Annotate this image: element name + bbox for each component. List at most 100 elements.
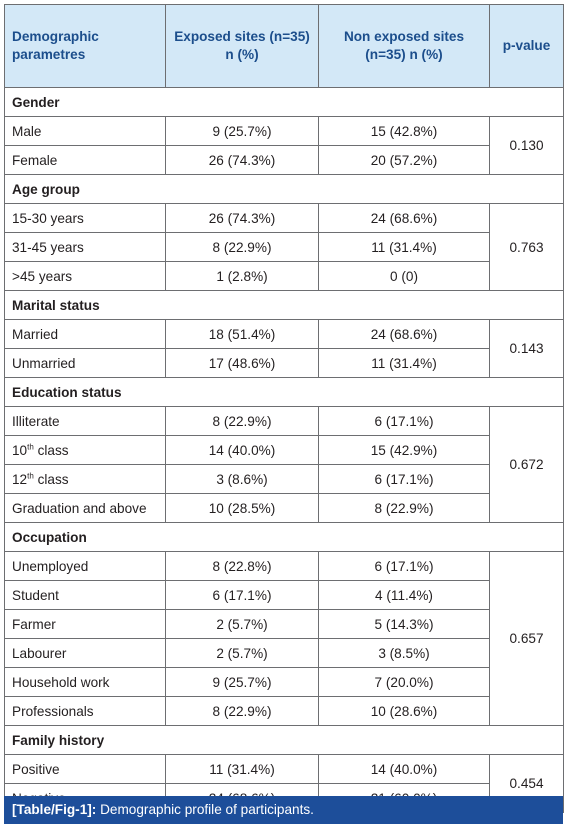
row-label: Professionals <box>4 696 166 726</box>
exposed-cell: 17 (48.6%) <box>165 348 319 378</box>
row-label: Illiterate <box>4 406 166 436</box>
non-exposed-cell: 6 (17.1%) <box>318 551 490 581</box>
exposed-cell: 8 (22.9%) <box>165 406 319 436</box>
exposed-cell: 2 (5.7%) <box>165 638 319 668</box>
table-body: Gender Male 9 (25.7%) 15 (42.8%) 0.130 Female… <box>4 87 564 813</box>
table-row: Married 18 (51.4%) 24 (68.6%) 0.143 <box>4 319 564 378</box>
row-label-text: Female <box>12 152 58 168</box>
header-demographic-parametres: Demographic parametres <box>4 4 166 88</box>
table-row: Professionals 8 (22.9%) 10 (28.6%) <box>4 696 564 726</box>
non-exposed-cell: 10 (28.6%) <box>318 696 490 726</box>
exposed-cell: 9 (25.7%) <box>165 667 319 697</box>
non-exposed-cell: 6 (17.1%) <box>318 406 490 436</box>
row-label-text: Male <box>12 123 42 139</box>
exposed-cell: 3 (8.6%) <box>165 464 319 494</box>
row-label: Farmer <box>4 609 166 639</box>
p-value-cell: 0.657 <box>489 551 564 726</box>
row-label-suffix: class <box>33 442 69 458</box>
row-label-text: 31-45 years <box>12 239 84 255</box>
non-exposed-cell: 11 (31.4%) <box>318 232 490 262</box>
non-exposed-cell: 0 (0) <box>318 261 490 291</box>
p-value-cell: 0.763 <box>489 203 564 291</box>
row-label-text: Unmarried <box>12 355 76 371</box>
row-label-text: >45 years <box>12 268 73 284</box>
table-row: Male 9 (25.7%) 15 (42.8%) 0.130 <box>4 116 564 175</box>
row-label-text: Household work <box>12 674 110 690</box>
non-exposed-cell: 7 (20.0%) <box>318 667 490 697</box>
caption-text: Demographic profile of participants. <box>96 802 314 817</box>
non-exposed-cell: 14 (40.0%) <box>318 754 490 784</box>
exposed-cell: 8 (22.9%) <box>165 696 319 726</box>
table-row: Student 6 (17.1%) 4 (11.4%) <box>4 580 564 610</box>
table-row: Illiterate 8 (22.9%) 6 (17.1%) 0.672 <box>4 406 564 523</box>
table-row: 10th class 14 (40.0%) 15 (42.9%) <box>4 435 564 465</box>
table-row: >45 years 1 (2.8%) 0 (0) <box>4 261 564 291</box>
header-non-exposed-sites: Non exposed sites (n=35) n (%) <box>318 4 490 88</box>
header-p-value: p-value <box>489 4 564 88</box>
row-label: Student <box>4 580 166 610</box>
exposed-cell: 18 (51.4%) <box>165 319 319 349</box>
table-row: Female 26 (74.3%) 20 (57.2%) <box>4 145 564 175</box>
exposed-cell: 2 (5.7%) <box>165 609 319 639</box>
table-row: Unemployed 8 (22.8%) 6 (17.1%) 0.657 <box>4 551 564 726</box>
row-label: Labourer <box>4 638 166 668</box>
table-row: 31-45 years 8 (22.9%) 11 (31.4%) <box>4 232 564 262</box>
row-label-text: Professionals <box>12 703 94 719</box>
section-title: Occupation <box>4 522 564 552</box>
section-title: Family history <box>4 725 564 755</box>
row-label: Married <box>4 319 166 349</box>
table-row: 15-30 years 26 (74.3%) 24 (68.6%) 0.763 <box>4 203 564 291</box>
row-label: 31-45 years <box>4 232 166 262</box>
exposed-cell: 26 (74.3%) <box>165 145 319 175</box>
exposed-cell: 8 (22.9%) <box>165 232 319 262</box>
row-label-text: 10 <box>12 442 28 458</box>
table-row: 12th class 3 (8.6%) 6 (17.1%) <box>4 464 564 494</box>
non-exposed-cell: 15 (42.8%) <box>318 116 490 146</box>
table-row: Unmarried 17 (48.6%) 11 (31.4%) <box>4 348 564 378</box>
p-value-cell: 0.143 <box>489 319 564 378</box>
section-row: Marital status <box>4 290 564 320</box>
row-label: Male <box>4 116 166 146</box>
row-label-superscript: th <box>27 441 34 451</box>
p-value-cell: 0.130 <box>489 116 564 175</box>
demographic-table: Demographic parametres Exposed sites (n=… <box>4 4 564 813</box>
section-row: Family history <box>4 725 564 755</box>
row-label-superscript: th <box>27 470 34 480</box>
non-exposed-cell: 24 (68.6%) <box>318 319 490 349</box>
non-exposed-cell: 24 (68.6%) <box>318 203 490 233</box>
row-label-text: Graduation and above <box>12 500 147 516</box>
table-caption: [Table/Fig-1]: Demographic profile of pa… <box>4 796 563 824</box>
section-title: Gender <box>4 87 564 117</box>
section-title: Age group <box>4 174 564 204</box>
non-exposed-cell: 11 (31.4%) <box>318 348 490 378</box>
row-label: 15-30 years <box>4 203 166 233</box>
non-exposed-cell: 15 (42.9%) <box>318 435 490 465</box>
section-row: Age group <box>4 174 564 204</box>
row-label-text: Positive <box>12 761 60 777</box>
exposed-cell: 11 (31.4%) <box>165 754 319 784</box>
exposed-cell: 8 (22.8%) <box>165 551 319 581</box>
row-label-text: Labourer <box>12 645 67 661</box>
row-label-text: 15-30 years <box>12 210 84 226</box>
table-row: Farmer 2 (5.7%) 5 (14.3%) <box>4 609 564 639</box>
row-label-text: 12 <box>12 471 28 487</box>
row-label-suffix: class <box>33 471 69 487</box>
row-label: Graduation and above <box>4 493 166 523</box>
non-exposed-cell: 4 (11.4%) <box>318 580 490 610</box>
row-label-text: Unemployed <box>12 558 89 574</box>
table-row: Graduation and above 10 (28.5%) 8 (22.9%) <box>4 493 564 523</box>
exposed-cell: 26 (74.3%) <box>165 203 319 233</box>
non-exposed-cell: 3 (8.5%) <box>318 638 490 668</box>
section-row: Education status <box>4 377 564 407</box>
non-exposed-cell: 5 (14.3%) <box>318 609 490 639</box>
row-label: 12th class <box>4 464 166 494</box>
exposed-cell: 9 (25.7%) <box>165 116 319 146</box>
non-exposed-cell: 6 (17.1%) <box>318 464 490 494</box>
exposed-cell: 10 (28.5%) <box>165 493 319 523</box>
row-label-text: Illiterate <box>12 413 60 429</box>
row-label-text: Student <box>12 587 59 603</box>
row-label: Household work <box>4 667 166 697</box>
section-title: Education status <box>4 377 564 407</box>
table-row: Labourer 2 (5.7%) 3 (8.5%) <box>4 638 564 668</box>
row-label: Unemployed <box>4 551 166 581</box>
